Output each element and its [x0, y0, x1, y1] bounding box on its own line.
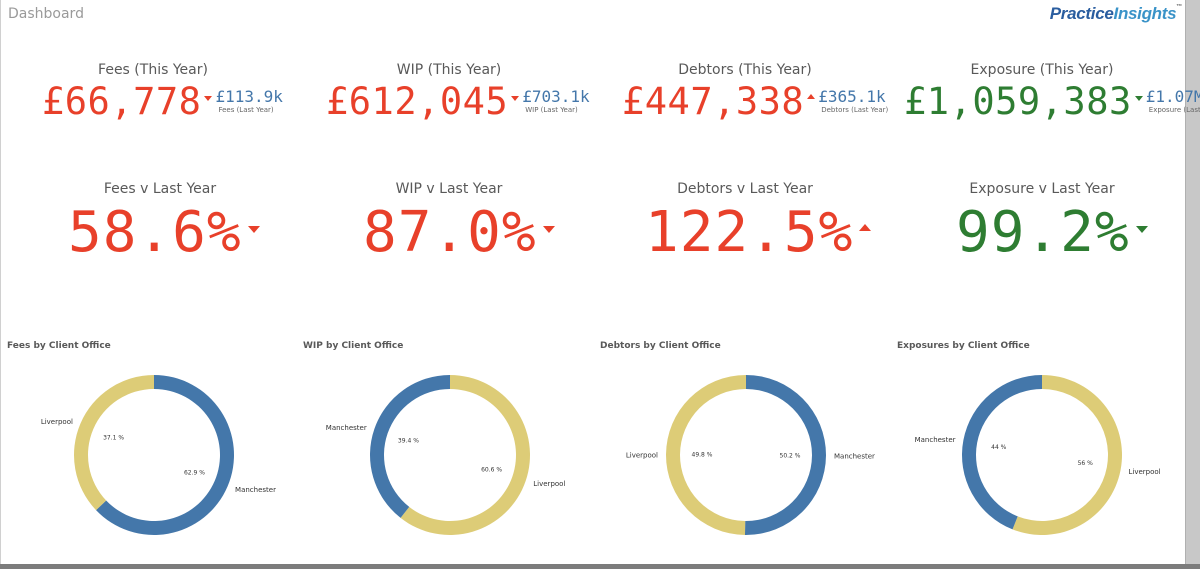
slice-category-label: Manchester [326, 424, 367, 432]
last-year-caption: Fees (Last Year) [218, 106, 274, 114]
chart-title: Fees by Client Office [7, 341, 111, 351]
donut-slice-liverpool[interactable] [73, 375, 154, 511]
comparison-title: WIP v Last Year [395, 181, 503, 197]
trend-down-arrow-icon [1134, 96, 1143, 101]
trend-down-arrow-icon [247, 226, 260, 233]
kpi-value: £1,059,383 [904, 80, 1132, 123]
slice-percentage-label: 56 % [1078, 460, 1094, 467]
kpi-title: Debtors (This Year) [678, 62, 812, 78]
donut-slice-manchester[interactable] [370, 375, 450, 518]
chart-title: WIP by Client Office [303, 341, 404, 351]
exposures-by-office-donut-chart[interactable]: 56 % Liverpool 44 % Manchester [888, 360, 1178, 555]
kpi-title: WIP (This Year) [396, 62, 502, 78]
slice-category-label: Liverpool [626, 451, 658, 459]
comparison-value: 58.6% [68, 200, 242, 265]
kpi-title: Fees (This Year) [98, 62, 208, 78]
trend-down-arrow-icon [1135, 226, 1148, 233]
donut-slice-manchester[interactable] [96, 375, 235, 535]
donut-slice-liverpool[interactable] [1012, 375, 1122, 535]
chart-title: Debtors by Client Office [600, 341, 721, 351]
last-year-caption: WIP (Last Year) [525, 106, 578, 114]
slice-percentage-label: 50.2 % [780, 452, 801, 459]
trend-down-arrow-icon [542, 226, 555, 233]
window-left-border [0, 0, 1, 569]
window-bottom-border [0, 564, 1200, 569]
page-title: Dashboard [8, 6, 84, 22]
slice-percentage-label: 60.6 % [481, 466, 502, 473]
comparison-title: Exposure v Last Year [969, 181, 1115, 197]
last-year-value: £1.07M [1145, 87, 1200, 106]
fees-by-office-donut-chart[interactable]: 62.9 % Manchester 37.1 % Liverpool [0, 360, 290, 555]
last-year-caption: Debtors (Last Year) [821, 106, 889, 114]
slice-category-label: Manchester [834, 453, 875, 461]
trend-down-arrow-icon [204, 96, 213, 101]
slice-category-label: Manchester [915, 436, 956, 444]
vertical-scrollbar[interactable] [1185, 0, 1200, 569]
kpi-title: Exposure (This Year) [970, 62, 1114, 78]
slice-category-label: Liverpool [533, 480, 565, 488]
comparison-value: 99.2% [956, 200, 1130, 265]
last-year-value: £365.1k [818, 87, 886, 106]
slice-percentage-label: 39.4 % [398, 438, 419, 445]
donut-slice-liverpool[interactable] [665, 375, 746, 535]
comparison-value: 122.5% [645, 200, 854, 265]
trend-down-arrow-icon [511, 96, 520, 101]
last-year-caption: Exposure (Last Year) [1148, 106, 1200, 114]
debtors-by-office-donut-chart[interactable]: 50.2 % Manchester 49.8 % Liverpool [592, 360, 882, 555]
slice-percentage-label: 62.9 % [184, 469, 205, 476]
practice-insights-logo: PracticeInsights™ [1049, 4, 1183, 24]
kpi-value: £447,338 [622, 80, 805, 123]
slice-percentage-label: 37.1 % [103, 435, 124, 442]
wip-by-office-donut-chart[interactable]: 60.6 % Liverpool 39.4 % Manchester [296, 360, 586, 555]
slice-category-label: Liverpool [41, 418, 73, 426]
comparison-value: 87.0% [363, 200, 537, 265]
last-year-value: £113.9k [215, 87, 283, 106]
trend-up-arrow-icon [859, 224, 872, 231]
comparison-title: Debtors v Last Year [677, 181, 813, 197]
comparison-title: Fees v Last Year [103, 181, 217, 197]
slice-category-label: Liverpool [1128, 468, 1160, 476]
last-year-value: £703.1k [522, 87, 590, 106]
kpi-value: £612,045 [326, 80, 509, 123]
logo-text-practice: Practice [1049, 4, 1114, 23]
donut-slice-manchester[interactable] [961, 375, 1042, 530]
donut-slice-manchester[interactable] [744, 375, 826, 535]
donut-slice-liverpool[interactable] [400, 375, 530, 535]
logo-text-insights: Insights [1113, 4, 1177, 23]
chart-title: Exposures by Client Office [897, 341, 1030, 351]
logo-trademark: ™ [1176, 4, 1182, 10]
slice-percentage-label: 44 % [991, 444, 1007, 451]
slice-category-label: Manchester [235, 486, 276, 494]
kpi-value: £66,778 [42, 80, 202, 123]
trend-up-arrow-icon [807, 94, 816, 99]
slice-percentage-label: 49.8 % [692, 452, 713, 459]
